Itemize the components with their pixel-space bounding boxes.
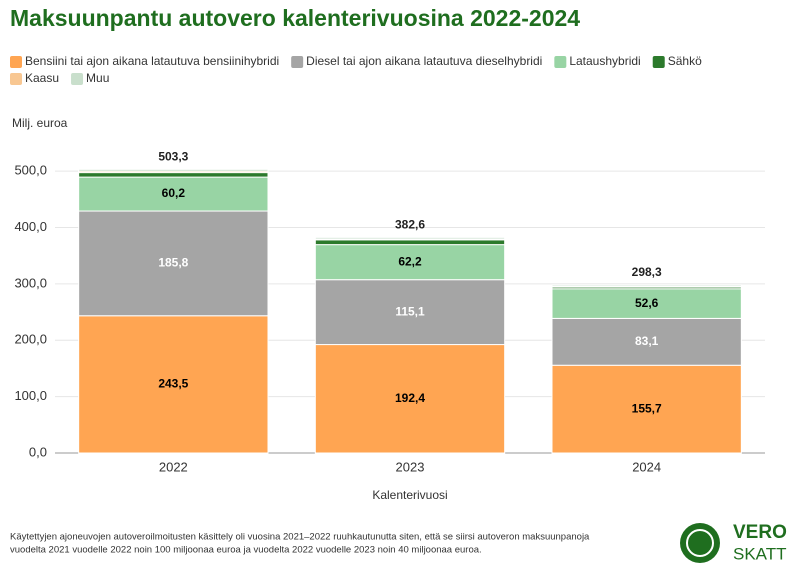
logo-emblem — [680, 523, 720, 563]
x-axis-label: Kalenterivuosi — [372, 488, 447, 502]
bar-segment — [314, 244, 506, 281]
x-tick-label: 2023 — [396, 459, 425, 474]
bar-segment — [314, 239, 506, 246]
logo-text: SKATT — [733, 544, 787, 563]
bar-segment — [78, 315, 269, 454]
y-tick-label: 400,0 — [14, 219, 47, 234]
legend-label: Diesel tai ajon aikana latautuva dieselh… — [306, 54, 542, 68]
bar-segment — [551, 317, 742, 366]
data-label: 83,1 — [635, 334, 659, 348]
bar-segment — [314, 344, 506, 454]
bar-segment — [551, 364, 742, 454]
logo-text: VERO — [733, 522, 787, 543]
data-label: 115,1 — [395, 304, 425, 318]
legend-swatch — [652, 56, 665, 68]
data-label: 192,4 — [395, 391, 425, 405]
bar-segment — [551, 288, 742, 319]
x-tick-label: 2022 — [159, 459, 188, 474]
legend-swatch — [10, 56, 22, 68]
y-tick-label: 500,0 — [14, 163, 47, 178]
data-label: 60,2 — [162, 186, 186, 200]
y-tick-label: 0,0 — [29, 444, 47, 459]
data-label: 243,5 — [158, 377, 188, 391]
bar-segment — [314, 279, 506, 346]
total-label: 382,6 — [395, 218, 425, 232]
y-tick-label: 300,0 — [14, 275, 47, 290]
legend-swatch — [10, 73, 22, 85]
data-label: 155,7 — [632, 401, 662, 415]
legend-label: Sähkö — [668, 54, 702, 68]
logo-emblem — [686, 529, 714, 557]
total-label: 503,3 — [158, 149, 188, 163]
bar-segment — [78, 172, 269, 178]
legend-label: Bensiini tai ajon aikana latautuva bensi… — [25, 54, 279, 68]
data-label: 62,2 — [398, 254, 422, 268]
footnote: vuodelta 2021 vuodelle 2022 noin 100 mil… — [10, 545, 482, 556]
x-tick-label: 2024 — [632, 459, 661, 474]
legend-swatch — [554, 56, 567, 68]
legend-swatch — [291, 56, 304, 68]
y-tick-label: 200,0 — [14, 332, 47, 347]
data-label: 52,6 — [635, 296, 659, 310]
bar-segment — [78, 210, 269, 317]
legend-label: Muu — [86, 71, 109, 85]
logo: VERO SKATT — [680, 522, 787, 563]
y-axis-label: Milj. euroa — [12, 116, 68, 130]
bar-segment — [78, 168, 269, 172]
data-label: 185,8 — [158, 256, 188, 270]
bar-segment — [551, 284, 742, 287]
chart-title: Maksuunpantu autovero kalenterivuosina 2… — [10, 5, 580, 31]
bar-segment — [314, 236, 506, 240]
y-tick-label: 100,0 — [14, 388, 47, 403]
legend-swatch — [71, 73, 84, 85]
legend-label: Lataushybridi — [569, 54, 640, 68]
total-label: 298,3 — [632, 265, 662, 279]
legend-label: Kaasu — [25, 71, 59, 85]
footnote: Käytettyjen ajoneuvojen autoveroilmoitus… — [10, 532, 590, 543]
